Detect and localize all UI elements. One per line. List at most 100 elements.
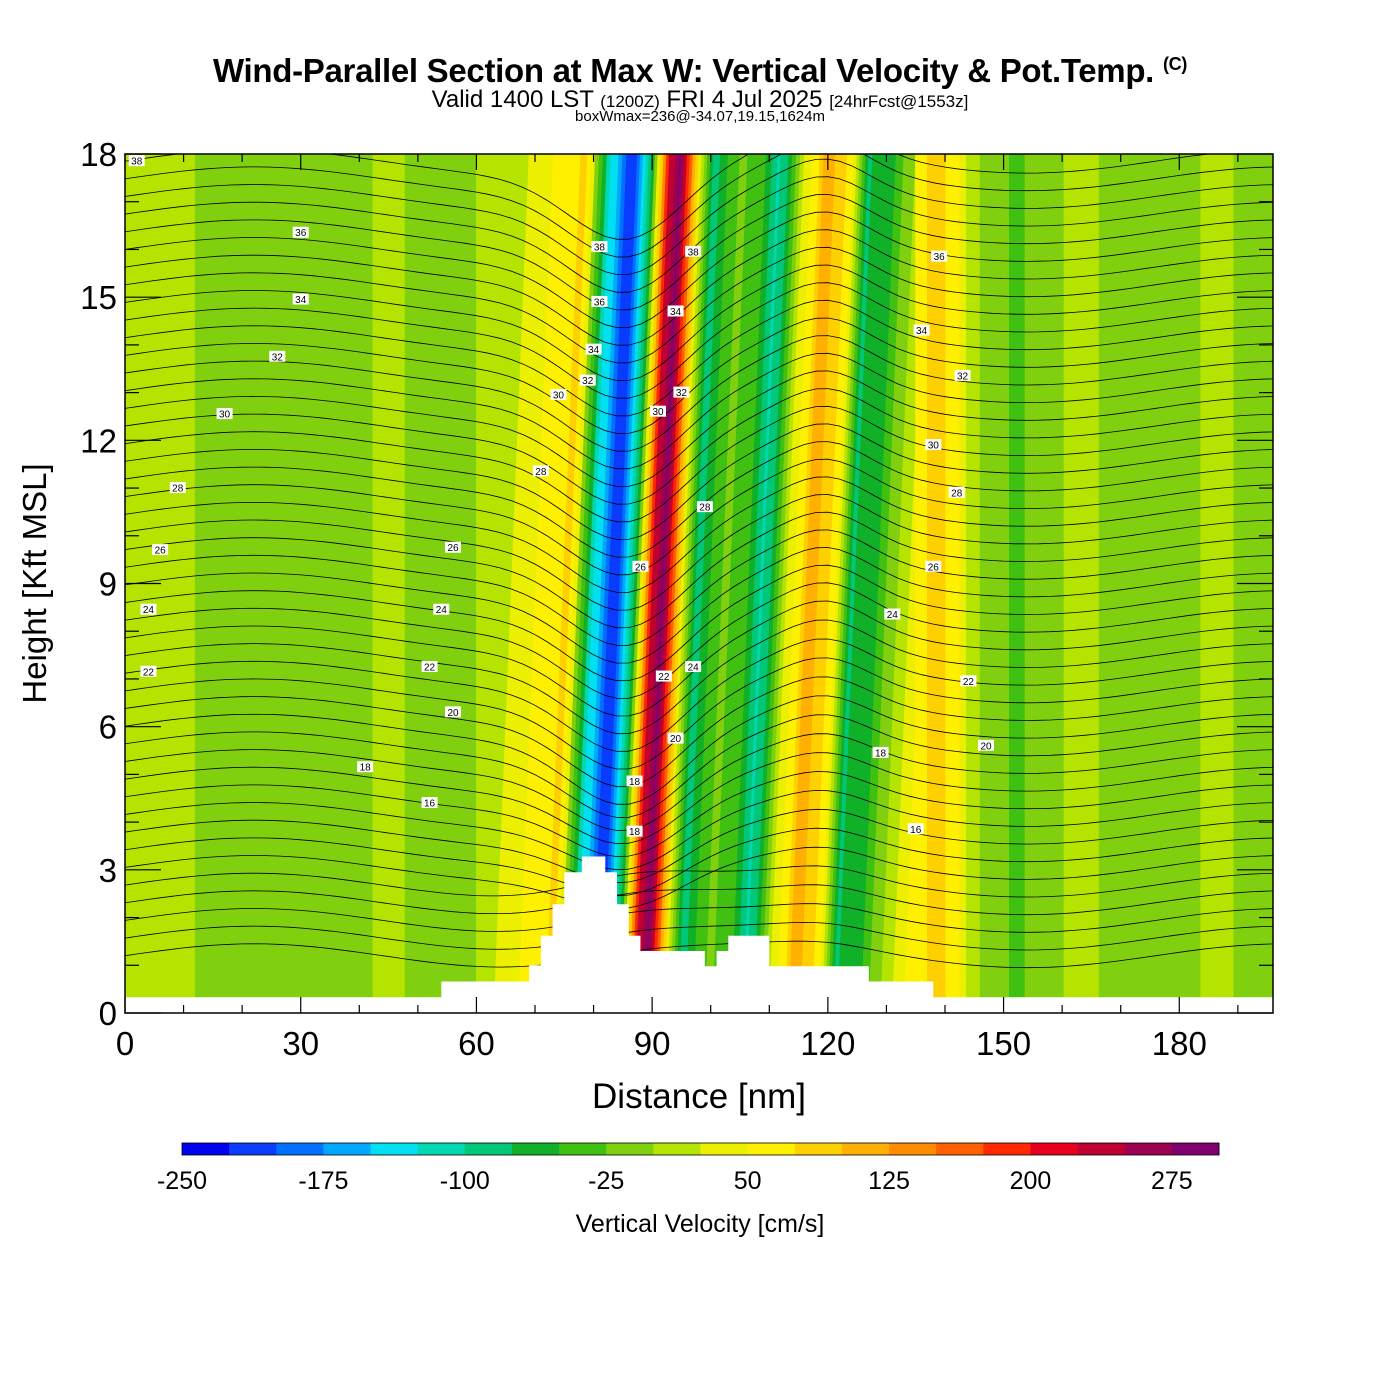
theta-contour-label-text: 30 — [219, 410, 231, 421]
theta-contour-label: 24 — [685, 661, 702, 674]
colorbar-swatch — [1077, 1143, 1126, 1155]
theta-contour-label-text: 20 — [447, 708, 459, 719]
theta-contour-label-text: 36 — [295, 228, 307, 239]
theta-contour-label-text: 38 — [688, 247, 700, 258]
velocity-strip — [788, 154, 829, 1013]
velocity-strip — [518, 154, 561, 1013]
velocity-strip — [921, 154, 928, 1013]
velocity-strip — [1034, 154, 1045, 1013]
velocity-strip — [663, 154, 703, 1013]
velocity-strip — [1014, 154, 1026, 1013]
velocity-strip — [291, 154, 306, 1013]
velocity-strip — [372, 154, 385, 1013]
theta-contour-label: 26 — [632, 560, 649, 573]
velocity-strip — [204, 154, 216, 1013]
theta-contour-label: 28 — [532, 465, 549, 478]
theta-contour-label-text: 34 — [916, 326, 928, 337]
colorbar-swatch — [794, 1143, 843, 1155]
theta-contour-label-text: 30 — [553, 390, 565, 401]
velocity-strip — [959, 154, 967, 1013]
velocity-strip — [641, 154, 680, 1013]
velocity-strip — [484, 154, 530, 1013]
velocity-strip — [776, 154, 817, 1013]
theta-contour-label-text: 20 — [670, 734, 682, 745]
velocity-strip — [1073, 154, 1087, 1013]
velocity-field — [125, 154, 1273, 1013]
theta-contour-label-text: 24 — [436, 605, 448, 616]
velocity-strip — [601, 154, 641, 1013]
velocity-strip — [648, 154, 688, 1013]
theta-contour-label-text: 30 — [928, 441, 940, 452]
velocity-strip — [575, 154, 616, 1013]
theta-contour-label: 30 — [550, 388, 567, 401]
theta-contour-label: 26 — [445, 541, 461, 554]
y-tick-label: 0 — [99, 995, 117, 1032]
theta-contour-line — [125, 827, 1273, 897]
velocity-strip — [991, 154, 999, 1013]
theta-contour-label-text: 26 — [928, 562, 940, 573]
theta-contour-line — [125, 846, 1273, 910]
colorbar-swatch — [370, 1143, 419, 1155]
velocity-strip — [253, 154, 267, 1013]
theta-contour-label: 32 — [954, 369, 971, 382]
velocity-strip — [864, 154, 905, 1013]
velocity-strip — [824, 154, 864, 1013]
velocity-strip — [1187, 154, 1202, 1013]
y-tick-label: 6 — [99, 709, 117, 746]
velocity-strip — [997, 154, 1004, 1013]
theta-contour-label-text: 16 — [424, 799, 436, 810]
theta-contour-line — [125, 476, 1273, 593]
velocity-strip — [845, 154, 885, 1013]
y-tick-label: 9 — [99, 566, 117, 603]
velocity-strip — [556, 154, 596, 1013]
colorbar-swatch — [464, 1143, 513, 1155]
velocity-strip — [927, 154, 934, 1013]
velocity-strip — [610, 154, 650, 1013]
velocity-strip — [784, 154, 825, 1013]
velocity-strip — [860, 154, 901, 1013]
theta-contour-label-text: 38 — [594, 243, 606, 254]
velocity-strip — [696, 154, 737, 1013]
theta-contour-label-text: 22 — [658, 672, 670, 683]
theta-contour-label-text: 36 — [594, 297, 606, 308]
colorbar-swatch — [511, 1143, 560, 1155]
colorbar-swatch — [606, 1143, 654, 1155]
x-axis-label: Distance [nm] — [592, 1077, 806, 1116]
colorbar: -250 -175 -100 -25 50 125 200 275 — [157, 1142, 1220, 1195]
velocity-strip — [1003, 154, 1010, 1013]
velocity-strip — [681, 154, 721, 1013]
velocity-strip — [733, 154, 773, 1013]
theta-contour-label-text: 18 — [875, 748, 887, 759]
velocity-strip — [1009, 154, 1016, 1013]
velocity-strip — [818, 154, 858, 1013]
theta-contour-label: 24 — [433, 603, 450, 616]
velocity-strip — [383, 154, 395, 1013]
velocity-strip — [493, 154, 539, 1013]
velocity-strip — [657, 154, 697, 1013]
velocity-strip — [841, 154, 881, 1013]
velocity-strip — [634, 154, 673, 1013]
velocity-strip — [742, 154, 782, 1013]
velocity-strip — [591, 154, 632, 1013]
velocity-strip — [700, 154, 741, 1013]
velocity-strip — [880, 154, 921, 1013]
velocity-strip — [833, 154, 874, 1013]
chart-title: Wind-Parallel Section at Max W: Vertical… — [0, 52, 1400, 90]
colorbar-swatch — [841, 1143, 890, 1155]
theta-contour-line — [125, 676, 1273, 788]
theta-contour-line — [125, 903, 1273, 933]
velocity-strip — [426, 154, 438, 1013]
theta-contour-label-text: 22 — [963, 677, 975, 688]
theta-contour-line — [125, 865, 1273, 898]
theta-contour-line — [125, 789, 1273, 871]
x-tick-label: 30 — [282, 1025, 319, 1062]
theta-contour-label: 36 — [931, 250, 948, 263]
theta-contour-line — [125, 246, 1273, 364]
colorbar-swatch — [559, 1143, 607, 1155]
colorbar-tick-label: 125 — [868, 1167, 910, 1195]
velocity-strip — [447, 154, 460, 1013]
theta-contour-label-text: 22 — [424, 663, 436, 674]
velocity-strip — [599, 154, 638, 1013]
velocity-strip — [807, 154, 848, 1013]
velocity-strip — [1063, 154, 1075, 1013]
